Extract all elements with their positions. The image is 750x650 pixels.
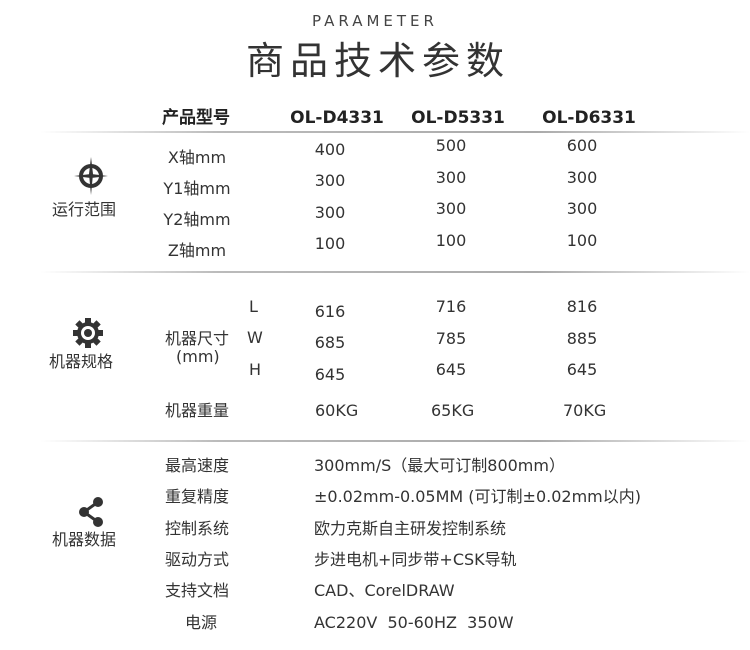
row-value: 步进电机+同步带+CSK导轨 [314, 550, 517, 569]
divider [40, 131, 750, 133]
weight-label: 机器重量 [165, 401, 230, 420]
cell: 500 [435, 136, 467, 155]
size-label: 机器尺寸 [165, 329, 230, 348]
dimension-label: H [249, 360, 262, 379]
page-title: 商品技术参数 [245, 39, 511, 83]
cell: 65KG [431, 401, 475, 420]
row-value: AC220V 50-60HZ 350W [314, 613, 514, 632]
size-unit: (mm) [176, 347, 220, 366]
row-label: 支持文档 [165, 581, 230, 600]
cell: 70KG [563, 401, 607, 420]
cell: 716 [435, 297, 467, 316]
row-label: Z轴mm [167, 241, 227, 260]
section-label: 机器数据 [52, 530, 117, 549]
dimension-label: W [247, 328, 263, 347]
cell: 600 [566, 136, 598, 155]
cell: 100 [566, 231, 598, 250]
row-label: Y2轴mm [163, 210, 231, 229]
model-header: OL-D6331 [542, 108, 636, 128]
model-header: OL-D4331 [290, 108, 384, 128]
cell: 645 [566, 360, 598, 379]
row-label: X轴mm [167, 148, 227, 167]
cell: 300 [314, 203, 346, 222]
cell: 645 [314, 365, 346, 384]
cell: 100 [314, 234, 346, 253]
cell: 816 [566, 297, 598, 316]
cell: 400 [314, 140, 346, 159]
cell: 300 [314, 171, 346, 190]
row-label: 重复精度 [165, 487, 230, 506]
cell: 645 [435, 360, 467, 379]
row-value: ±0.02mm-0.05MM (可订制±0.02mm以内) [314, 487, 641, 506]
row-label: 控制系统 [165, 519, 230, 538]
row-value: 欧力克斯自主研发控制系统 [314, 519, 507, 538]
cell: 785 [435, 329, 467, 348]
page-subtitle: PARAMETER [312, 12, 438, 30]
cell: 300 [435, 168, 467, 187]
cell: 300 [566, 199, 598, 218]
cell: 60KG [315, 401, 359, 420]
crosshair-icon [74, 157, 108, 195]
cell: 685 [314, 333, 346, 352]
gear-icon [73, 318, 103, 348]
row-label: 驱动方式 [165, 550, 230, 569]
row-value: 300mm/S（最大可订制800mm） [314, 456, 565, 475]
section-label: 运行范围 [52, 200, 117, 219]
row-label: 最高速度 [165, 456, 230, 475]
cell: 300 [435, 199, 467, 218]
model-header: OL-D5331 [411, 108, 505, 128]
section-label: 机器规格 [49, 352, 114, 371]
cell: 885 [566, 329, 598, 348]
share-icon [79, 497, 103, 527]
model-header-label: 产品型号 [162, 108, 230, 128]
dimension-label: L [249, 297, 258, 316]
cell: 300 [566, 168, 598, 187]
divider [40, 271, 750, 273]
cell: 616 [314, 302, 346, 321]
row-value: CAD、CorelDRAW [314, 581, 455, 600]
row-label: Y1轴mm [163, 179, 231, 198]
row-label: 电源 [185, 613, 218, 632]
cell: 100 [435, 231, 467, 250]
divider [40, 440, 750, 442]
